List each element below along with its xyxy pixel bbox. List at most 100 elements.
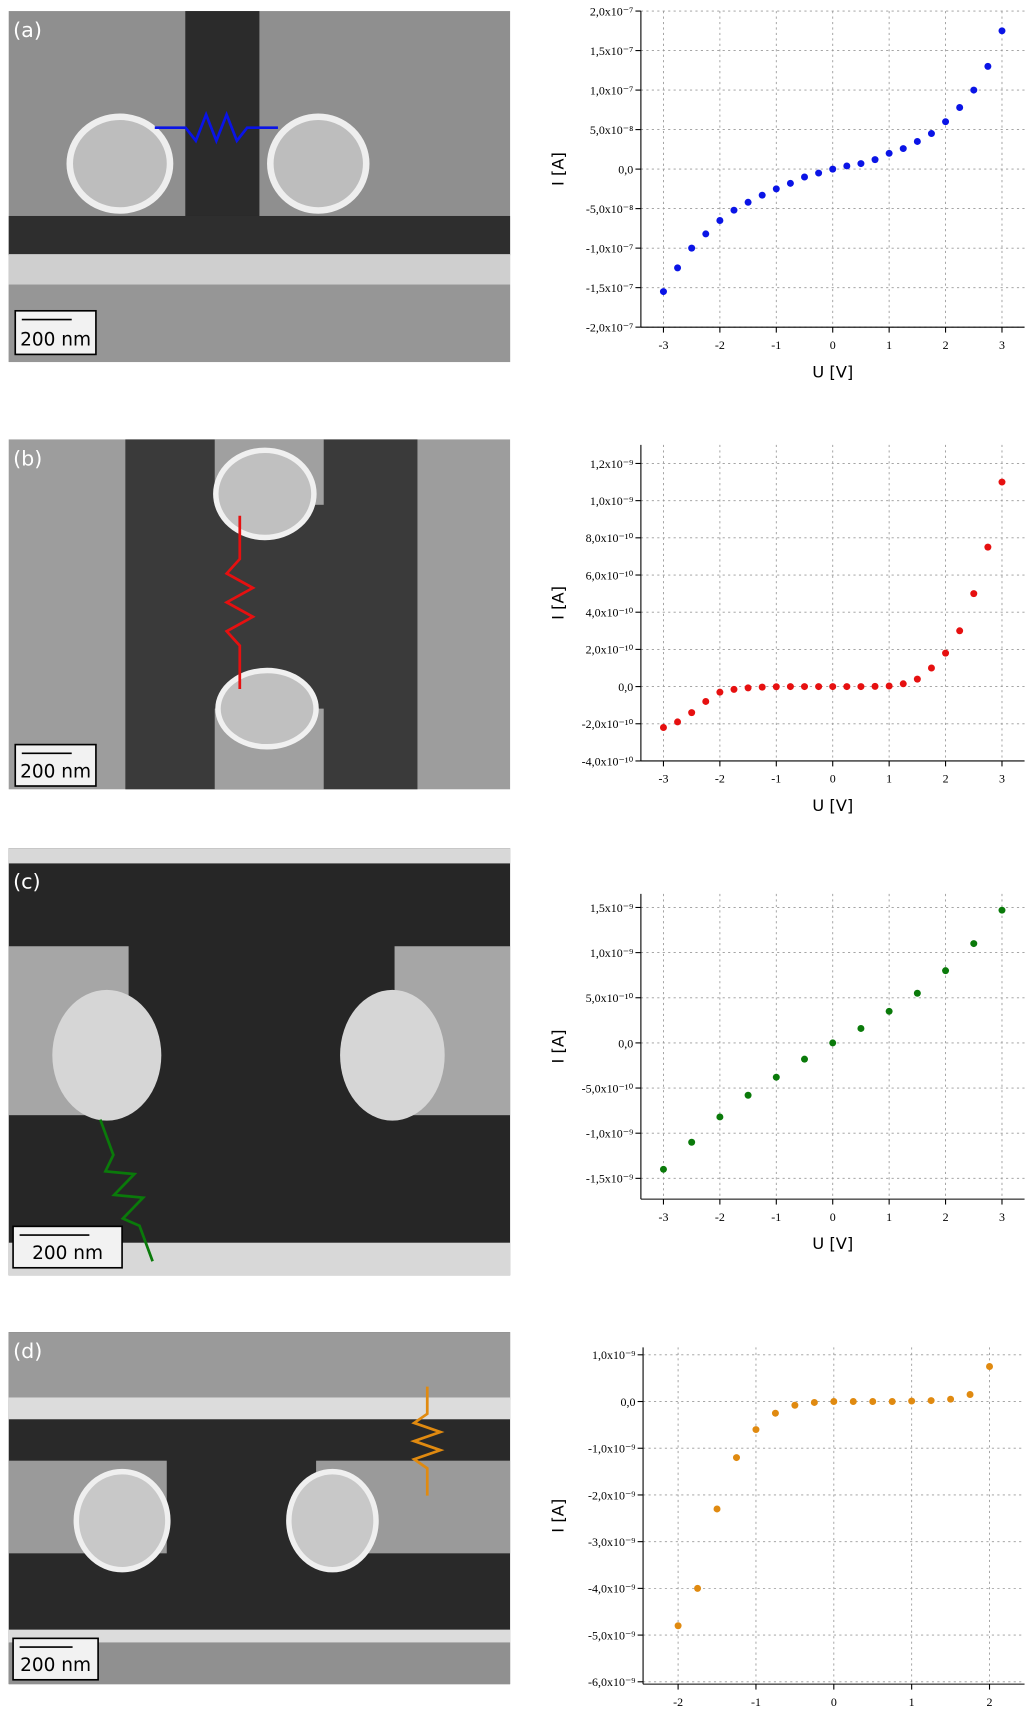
x-tick-label: -3 (658, 772, 668, 786)
x-tick-label: 2 (943, 1210, 949, 1224)
x-tick-label: 1 (886, 772, 892, 786)
y-tick-label: 8,0x10⁻¹⁰ (586, 531, 634, 545)
y-tick-label: -6,0x10⁻⁹ (588, 1675, 635, 1689)
scale-bar-box (14, 743, 97, 787)
x-tick-label: 0 (830, 338, 836, 352)
data-point (885, 149, 893, 157)
x-tick-label: 3 (999, 1210, 1005, 1224)
data-point (791, 1401, 799, 1409)
sem-region (52, 989, 162, 1121)
x-tick-label: -2 (715, 772, 725, 786)
y-axis-title: I [A] (549, 586, 568, 620)
data-point (857, 1024, 865, 1032)
y-tick-label: 2,0x10⁻¹⁰ (586, 643, 634, 657)
sem-region (8, 1397, 511, 1420)
data-point (970, 86, 978, 94)
data-point (815, 683, 823, 691)
data-point (688, 709, 696, 717)
data-point (843, 162, 851, 170)
data-point (857, 160, 865, 168)
data-point (927, 1397, 935, 1405)
y-tick-label: -2,0x10⁻⁷ (586, 321, 633, 335)
sem-region (8, 848, 511, 864)
data-point (758, 683, 766, 691)
x-tick-label: -3 (658, 338, 668, 352)
data-point (801, 683, 808, 691)
data-point (674, 264, 682, 272)
x-tick-label: -2 (715, 338, 725, 352)
y-axis-title: I [A] (549, 152, 568, 186)
y-tick-label: -4,0x10⁻⁹ (588, 1582, 635, 1596)
data-point (970, 590, 978, 598)
y-tick-label: -1,0x10⁻⁷ (586, 241, 633, 255)
scale-bar-box (12, 1225, 123, 1269)
y-tick-label: 1,2x10⁻⁹ (590, 457, 633, 471)
panel-label: (d) (13, 1339, 42, 1363)
data-point (913, 675, 921, 683)
sem-image (8, 848, 511, 1276)
data-point (730, 685, 738, 693)
panel-label: (b) (13, 447, 42, 471)
x-tick-label: 3 (999, 772, 1005, 786)
x-tick-label: 0 (830, 1210, 836, 1224)
sem-region (185, 11, 260, 224)
data-point (970, 940, 978, 948)
x-tick-label: 0 (830, 772, 836, 786)
data-point (871, 682, 879, 690)
sem-region (73, 1468, 171, 1573)
y-tick-label: 6,0x10⁻¹⁰ (586, 568, 634, 582)
x-tick-label: 3 (999, 338, 1005, 352)
scale-bar-label: 200 nm (20, 1655, 91, 1676)
data-point (786, 179, 794, 187)
data-point (716, 688, 724, 696)
data-point (871, 156, 879, 164)
data-point (966, 1391, 974, 1399)
y-tick-label: 1,5x10⁻⁷ (590, 44, 633, 58)
data-point (713, 1505, 721, 1513)
y-tick-label: 0,0 (618, 162, 633, 176)
data-point (956, 103, 964, 111)
sem-image (8, 439, 511, 790)
x-tick-label: 2 (943, 338, 949, 352)
panel-label: (c) (13, 869, 41, 893)
y-tick-label: 5,0x10⁻⁸ (590, 123, 633, 137)
data-point (730, 206, 738, 214)
data-point (702, 697, 710, 705)
x-axis-title: U [V] (812, 362, 853, 381)
data-point (888, 1398, 896, 1406)
y-tick-label: -1,5x10⁻⁷ (586, 281, 633, 295)
resistor-symbol (154, 110, 278, 145)
data-point (801, 1055, 808, 1063)
data-point (899, 145, 907, 153)
x-tick-label: -2 (715, 1210, 725, 1224)
resistor-symbol (223, 515, 256, 690)
data-point (885, 1007, 893, 1015)
resistor-symbol (98, 1119, 154, 1262)
scale-bar-box (12, 1637, 99, 1681)
y-tick-label: 1,0x10⁻⁹ (592, 1348, 635, 1362)
data-point (984, 543, 992, 551)
data-point (659, 288, 667, 296)
sem-region (213, 447, 317, 541)
y-tick-label: 1,0x10⁻⁷ (590, 83, 633, 97)
data-point (956, 627, 964, 635)
x-tick-label: 1 (886, 1210, 892, 1224)
scale-bar-label: 200 nm (32, 1243, 103, 1264)
data-point (857, 683, 865, 691)
x-axis-title: U [V] (812, 1234, 853, 1253)
y-tick-label: -1,0x10⁻⁹ (588, 1442, 635, 1456)
data-point (829, 1039, 837, 1047)
y-axis-title: I [A] (549, 1499, 568, 1533)
data-point (694, 1584, 702, 1592)
data-point (659, 1165, 667, 1173)
sem-region (8, 1629, 511, 1643)
y-tick-label: 0,0 (618, 680, 633, 694)
data-point (772, 185, 780, 193)
data-point (659, 723, 667, 731)
y-tick-label: 2,0x10⁻⁷ (590, 4, 633, 18)
data-point (998, 906, 1006, 914)
sem-region (8, 1332, 511, 1400)
sem-region (286, 1468, 379, 1573)
data-point (744, 1091, 752, 1099)
